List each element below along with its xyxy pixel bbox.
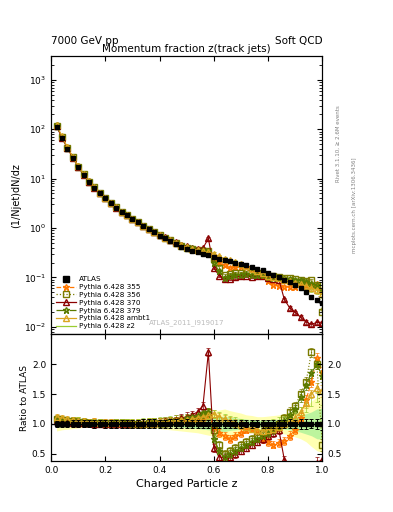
- Legend: ATLAS, Pythia 6.428 355, Pythia 6.428 356, Pythia 6.428 370, Pythia 6.428 379, P: ATLAS, Pythia 6.428 355, Pythia 6.428 35…: [55, 274, 152, 331]
- Title: Momentum fraction z(track jets): Momentum fraction z(track jets): [102, 44, 271, 54]
- Text: ATLAS_2011_I919017: ATLAS_2011_I919017: [149, 319, 224, 326]
- Text: mcplots.cern.ch [arXiv:1306.3436]: mcplots.cern.ch [arXiv:1306.3436]: [352, 157, 357, 252]
- Text: Soft QCD: Soft QCD: [275, 36, 322, 46]
- Text: 7000 GeV pp: 7000 GeV pp: [51, 36, 119, 46]
- Y-axis label: (1/Njet)dN/dz: (1/Njet)dN/dz: [11, 163, 21, 228]
- X-axis label: Charged Particle z: Charged Particle z: [136, 479, 237, 489]
- Y-axis label: Ratio to ATLAS: Ratio to ATLAS: [20, 365, 29, 431]
- Text: Rivet 3.1.10, ≥ 2.6M events: Rivet 3.1.10, ≥ 2.6M events: [336, 105, 341, 182]
